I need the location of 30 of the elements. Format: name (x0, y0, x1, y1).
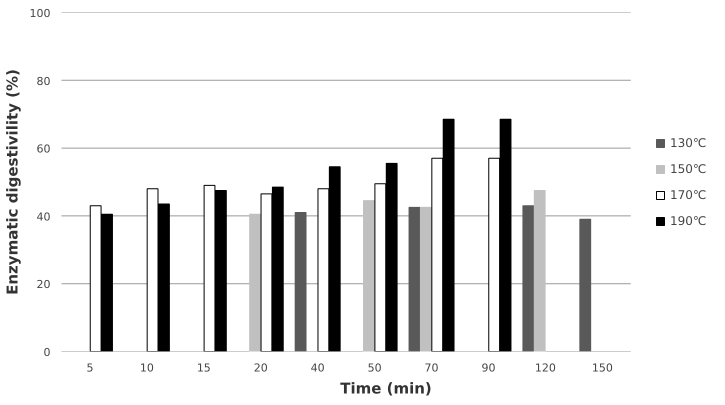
x-tick-label: 40 (310, 362, 325, 374)
y-tick-label: 40 (36, 210, 51, 224)
x-tick-label: 20 (254, 362, 268, 374)
y-tick-label: 60 (36, 142, 51, 156)
bar (294, 212, 307, 352)
x-tick-label: 15 (196, 362, 211, 374)
x-tick-label: 10 (140, 362, 154, 374)
x-tick-label: 5 (86, 362, 94, 374)
y-axis-title: Enzymatic digestivility (%) (4, 69, 22, 295)
bar (363, 200, 375, 352)
y-tick-label: 100 (30, 7, 51, 20)
bar (408, 206, 420, 352)
y-tick-label: 0 (44, 346, 50, 359)
x-tick-label: 150 (592, 362, 613, 374)
bar (420, 206, 432, 352)
y-tick-label: 20 (36, 278, 51, 292)
legend-label: 170℃ (670, 188, 708, 202)
x-tick-label: 90 (481, 362, 496, 374)
bar (579, 218, 592, 352)
x-tick-label: 120 (534, 362, 556, 374)
legend-label: 150℃ (670, 162, 708, 176)
legend-label: 190℃ (670, 214, 708, 228)
y-tick-label: 80 (36, 74, 51, 88)
bar (534, 190, 546, 352)
x-axis-title: Time (min) (340, 380, 432, 398)
x-tick-label: 70 (424, 362, 439, 374)
legend-label: 130℃ (670, 136, 708, 150)
bar (249, 214, 261, 352)
x-tick-label: 50 (368, 362, 382, 374)
bar (522, 205, 534, 352)
